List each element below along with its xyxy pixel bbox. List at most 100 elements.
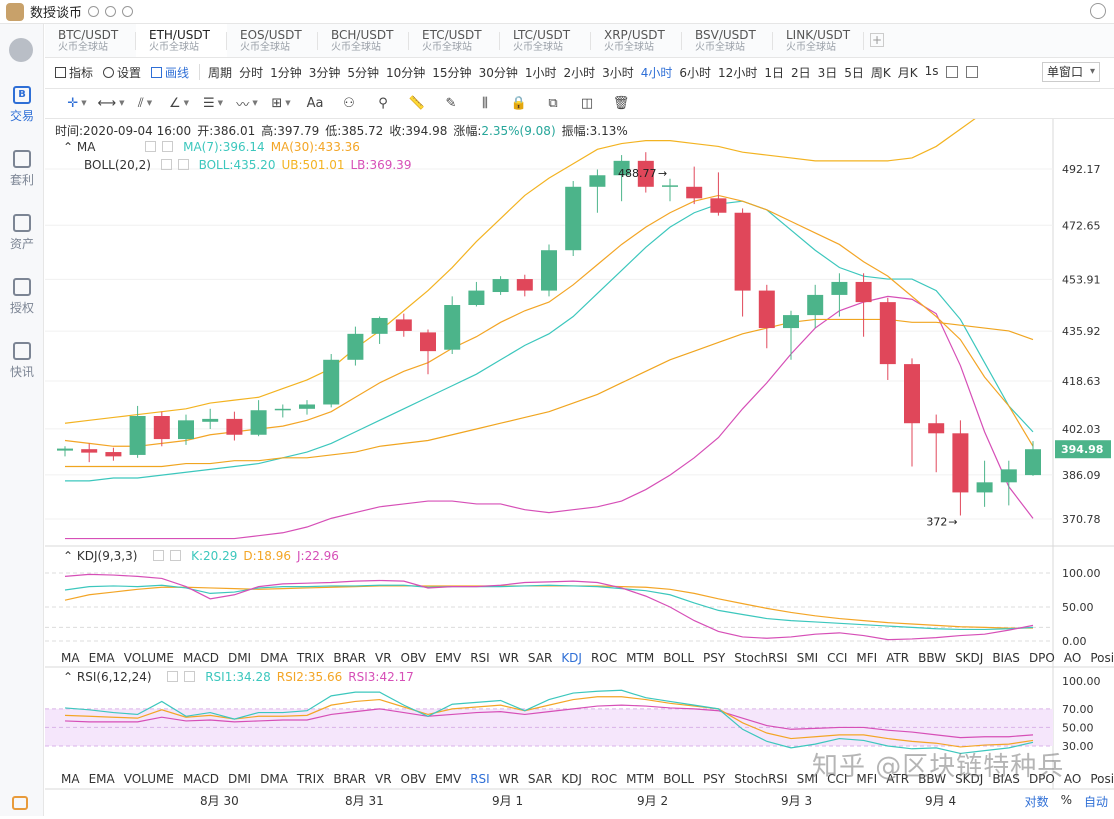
period-option[interactable]: 4小时 (640, 65, 673, 80)
period-option[interactable]: 月K (897, 65, 918, 80)
indicator-option[interactable]: RSI (470, 651, 490, 665)
indicator-option[interactable]: TRIX (296, 772, 325, 786)
period-option[interactable]: 3分钟 (308, 65, 341, 80)
settings-button[interactable]: 设置 (103, 64, 141, 81)
indicator-option[interactable]: SKDJ (955, 772, 984, 786)
period-option[interactable]: 2日 (790, 65, 811, 80)
pair-tab[interactable]: XRP/USDT 火币全球站 (591, 24, 682, 57)
indicator-option[interactable]: VR (374, 651, 392, 665)
indicator-option[interactable]: ATR (886, 772, 910, 786)
indicator-option[interactable]: BOLL (663, 772, 695, 786)
window-mode-select[interactable]: 单窗口 (1042, 62, 1100, 82)
indicator-option[interactable]: VR (374, 772, 392, 786)
indicator-option[interactable]: MA (61, 772, 80, 786)
period-option[interactable]: 分时 (239, 65, 264, 80)
pair-tab[interactable]: ETC/USDT 火币全球站 (409, 24, 500, 57)
indicator-option[interactable]: RSI (470, 772, 490, 786)
user-icon[interactable] (1090, 3, 1106, 19)
period-option[interactable]: 15分钟 (432, 65, 472, 80)
text-tool-icon[interactable]: Aa (306, 95, 324, 111)
indicator-option[interactable]: CCI (827, 772, 848, 786)
indicator-option[interactable]: AO (1063, 772, 1082, 786)
indicator-option[interactable]: BIAS (992, 772, 1020, 786)
indicator-option[interactable]: StochRSI (734, 772, 788, 786)
indicator-option[interactable]: KDJ (561, 772, 582, 786)
pair-tab[interactable]: BCH/USDT 火币全球站 (318, 24, 409, 57)
indicator-option[interactable]: SKDJ (955, 651, 984, 665)
lock-tool-icon[interactable]: 🔒 (510, 95, 528, 111)
indicator-option[interactable]: EMV (435, 772, 462, 786)
period-option[interactable]: 2小时 (563, 65, 596, 80)
gift-icon[interactable] (12, 796, 28, 810)
period-option[interactable]: 3小时 (602, 65, 634, 80)
pair-tab[interactable]: LINK/USDT 火币全球站 (773, 24, 864, 57)
indicator-option[interactable]: ROC (590, 651, 618, 665)
brush-tool-icon[interactable]: ✎ (445, 95, 457, 111)
indicator-option[interactable]: Position (1090, 651, 1114, 665)
copy-tool-icon[interactable]: ⧉ (548, 95, 558, 111)
sidebar-item-arbitrage[interactable]: 套利 (0, 150, 44, 188)
indicator-option[interactable]: SAR (527, 651, 553, 665)
period-option[interactable]: 30分钟 (478, 65, 518, 80)
indicator-option[interactable]: ROC (590, 772, 618, 786)
indicator-option[interactable]: SMI (796, 651, 819, 665)
indicator-option[interactable]: BBW (918, 772, 947, 786)
close-icon[interactable] (177, 159, 189, 170)
indicator-option[interactable]: Position (1090, 772, 1114, 786)
draw-button[interactable]: 画线 (151, 64, 189, 81)
angle-tool-icon[interactable]: ∠ ▼ (168, 95, 190, 111)
indicator-option[interactable]: VOLUME (123, 772, 174, 786)
close-icon[interactable] (170, 550, 182, 561)
bars-tool-icon[interactable]: ⫼ (482, 95, 488, 111)
indicator-option[interactable]: DMA (260, 651, 288, 665)
settings-icon[interactable] (145, 141, 157, 152)
period-option[interactable]: 5分钟 (347, 65, 379, 80)
ruler-tool-icon[interactable]: 📏 (408, 95, 426, 111)
wave-tool-icon[interactable]: 〰 ▼ (236, 97, 258, 113)
sidebar-item-auth[interactable]: 授权 (0, 278, 44, 316)
shield-icon[interactable] (105, 6, 117, 17)
indicator-option[interactable]: BIAS (992, 651, 1020, 665)
settings-icon[interactable] (153, 550, 165, 561)
indicator-option[interactable]: BRAR (333, 651, 366, 665)
indicator-option[interactable]: DMI (227, 772, 252, 786)
indicator-option[interactable]: BRAR (333, 772, 366, 786)
log-scale-button[interactable]: 对数 (1024, 795, 1049, 809)
indicator-option[interactable]: BBW (918, 651, 947, 665)
period-option[interactable]: 1s (924, 63, 939, 78)
indicator-option[interactable]: VOLUME (123, 651, 174, 665)
period-option[interactable]: 12小时 (718, 65, 758, 80)
indicator-option[interactable]: EMA (88, 772, 115, 786)
indicator-option[interactable]: SAR (527, 772, 553, 786)
indicator-option[interactable]: DMA (260, 772, 288, 786)
horizontal-line-tool-icon[interactable]: ⟷ ▼ (97, 95, 125, 111)
pair-tab[interactable]: EOS/USDT 火币全球站 (227, 24, 318, 57)
period-option[interactable]: 5日 (844, 65, 864, 80)
sidebar-item-assets[interactable]: 资产 (0, 214, 44, 252)
period-option[interactable]: 6小时 (679, 65, 712, 80)
indicator-option[interactable]: MFI (856, 772, 878, 786)
indicator-option[interactable]: MTM (626, 772, 655, 786)
indicator-option[interactable]: CCI (827, 651, 848, 665)
indicator-option[interactable]: PSY (703, 772, 726, 786)
magnet-tool-icon[interactable]: ⚲ (378, 95, 388, 111)
pattern-tool-icon[interactable]: ⚇ (343, 95, 355, 111)
close-icon[interactable] (162, 141, 174, 152)
pair-tab[interactable]: BSV/USDT 火币全球站 (682, 24, 773, 57)
trend-line-tool-icon[interactable]: ⫽ ▼ (137, 95, 153, 111)
screenshot-icon[interactable] (965, 66, 978, 78)
kdj-legend-toggle[interactable]: ⌃ KDJ(9,3,3) (63, 549, 138, 563)
indicator-option[interactable]: WR (498, 772, 519, 786)
settings-icon[interactable] (167, 671, 179, 682)
period-option[interactable]: 周K (870, 65, 891, 80)
indicator-option[interactable]: EMA (88, 651, 115, 665)
sidebar-item-trade[interactable]: B 交易 (0, 86, 44, 124)
clock-icon[interactable] (122, 6, 134, 17)
indicator-button[interactable]: 指标 (55, 64, 93, 81)
indicator-option[interactable]: SMI (796, 772, 819, 786)
period-option[interactable]: 3日 (817, 65, 838, 80)
indicator-option[interactable]: DMI (227, 651, 252, 665)
percent-scale-button[interactable]: % (1060, 793, 1072, 807)
rsi-legend-toggle[interactable]: ⌃ RSI(6,12,24) (63, 670, 152, 684)
fib-tool-icon[interactable]: ☰ ▼ (202, 95, 224, 111)
